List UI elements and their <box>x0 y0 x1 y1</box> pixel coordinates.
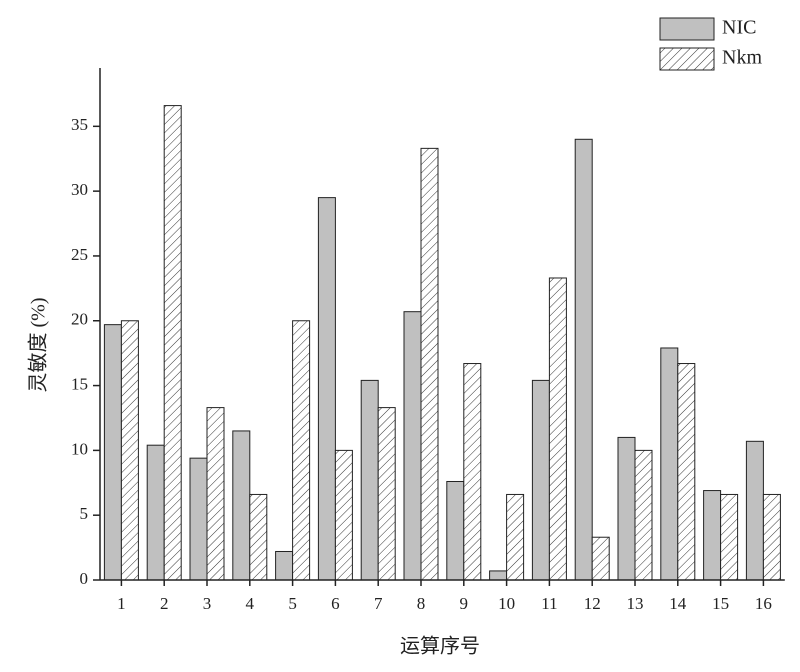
bar <box>660 347 679 581</box>
bar <box>163 105 182 581</box>
bar <box>420 147 439 581</box>
legend-label: NIC <box>722 17 756 39</box>
y-tick-label: 30 <box>71 180 88 199</box>
bar <box>377 407 396 581</box>
bar <box>275 550 294 581</box>
x-tick-label: 2 <box>160 594 169 613</box>
x-tick-label: 1 <box>117 594 126 613</box>
x-tick-label: 13 <box>627 594 644 613</box>
bar <box>232 430 251 581</box>
bar <box>703 490 722 581</box>
bar <box>617 436 636 581</box>
y-tick-label: 0 <box>80 569 89 588</box>
bar <box>292 320 311 581</box>
bar <box>334 449 353 581</box>
x-tick-label: 10 <box>498 594 515 613</box>
x-tick-label: 16 <box>755 594 772 613</box>
bar <box>146 444 165 581</box>
x-axis-label: 运算序号 <box>400 635 480 658</box>
legend-swatch <box>659 47 715 71</box>
bar <box>446 480 465 581</box>
bar <box>103 324 122 581</box>
x-tick-label: 5 <box>288 594 297 613</box>
x-tick-label: 4 <box>246 594 255 613</box>
x-tick-label: 14 <box>669 594 687 613</box>
bar <box>506 493 525 581</box>
y-tick-label: 20 <box>71 310 88 329</box>
bar <box>463 363 482 581</box>
bar <box>360 379 379 581</box>
y-tick-label: 5 <box>80 504 89 523</box>
bar <box>634 449 653 581</box>
bar <box>720 493 739 581</box>
legend-swatch <box>659 17 715 41</box>
x-tick-label: 15 <box>712 594 729 613</box>
bar <box>206 407 225 581</box>
bar <box>249 493 268 581</box>
x-tick-label: 8 <box>417 594 426 613</box>
x-tick-label: 9 <box>460 594 469 613</box>
y-axis-label: 灵敏度 (%) <box>27 298 50 393</box>
y-tick-label: 10 <box>71 439 88 458</box>
bar <box>403 311 422 581</box>
bar <box>489 570 508 581</box>
x-tick-label: 11 <box>541 594 557 613</box>
bar <box>745 440 764 581</box>
bar <box>531 379 550 581</box>
bar <box>548 277 567 581</box>
bar <box>591 536 610 581</box>
x-tick-label: 12 <box>584 594 601 613</box>
y-tick-label: 35 <box>71 115 88 134</box>
bar <box>189 457 208 581</box>
bar <box>762 493 781 581</box>
bar <box>317 197 336 581</box>
legend-label: Nkm <box>722 47 762 69</box>
y-tick-label: 25 <box>71 245 88 264</box>
y-tick-label: 15 <box>71 374 88 393</box>
bar <box>574 138 593 581</box>
bar <box>120 320 139 581</box>
x-tick-label: 6 <box>331 594 340 613</box>
x-tick-label: 7 <box>374 594 383 613</box>
bar <box>677 363 696 581</box>
x-tick-label: 3 <box>203 594 212 613</box>
